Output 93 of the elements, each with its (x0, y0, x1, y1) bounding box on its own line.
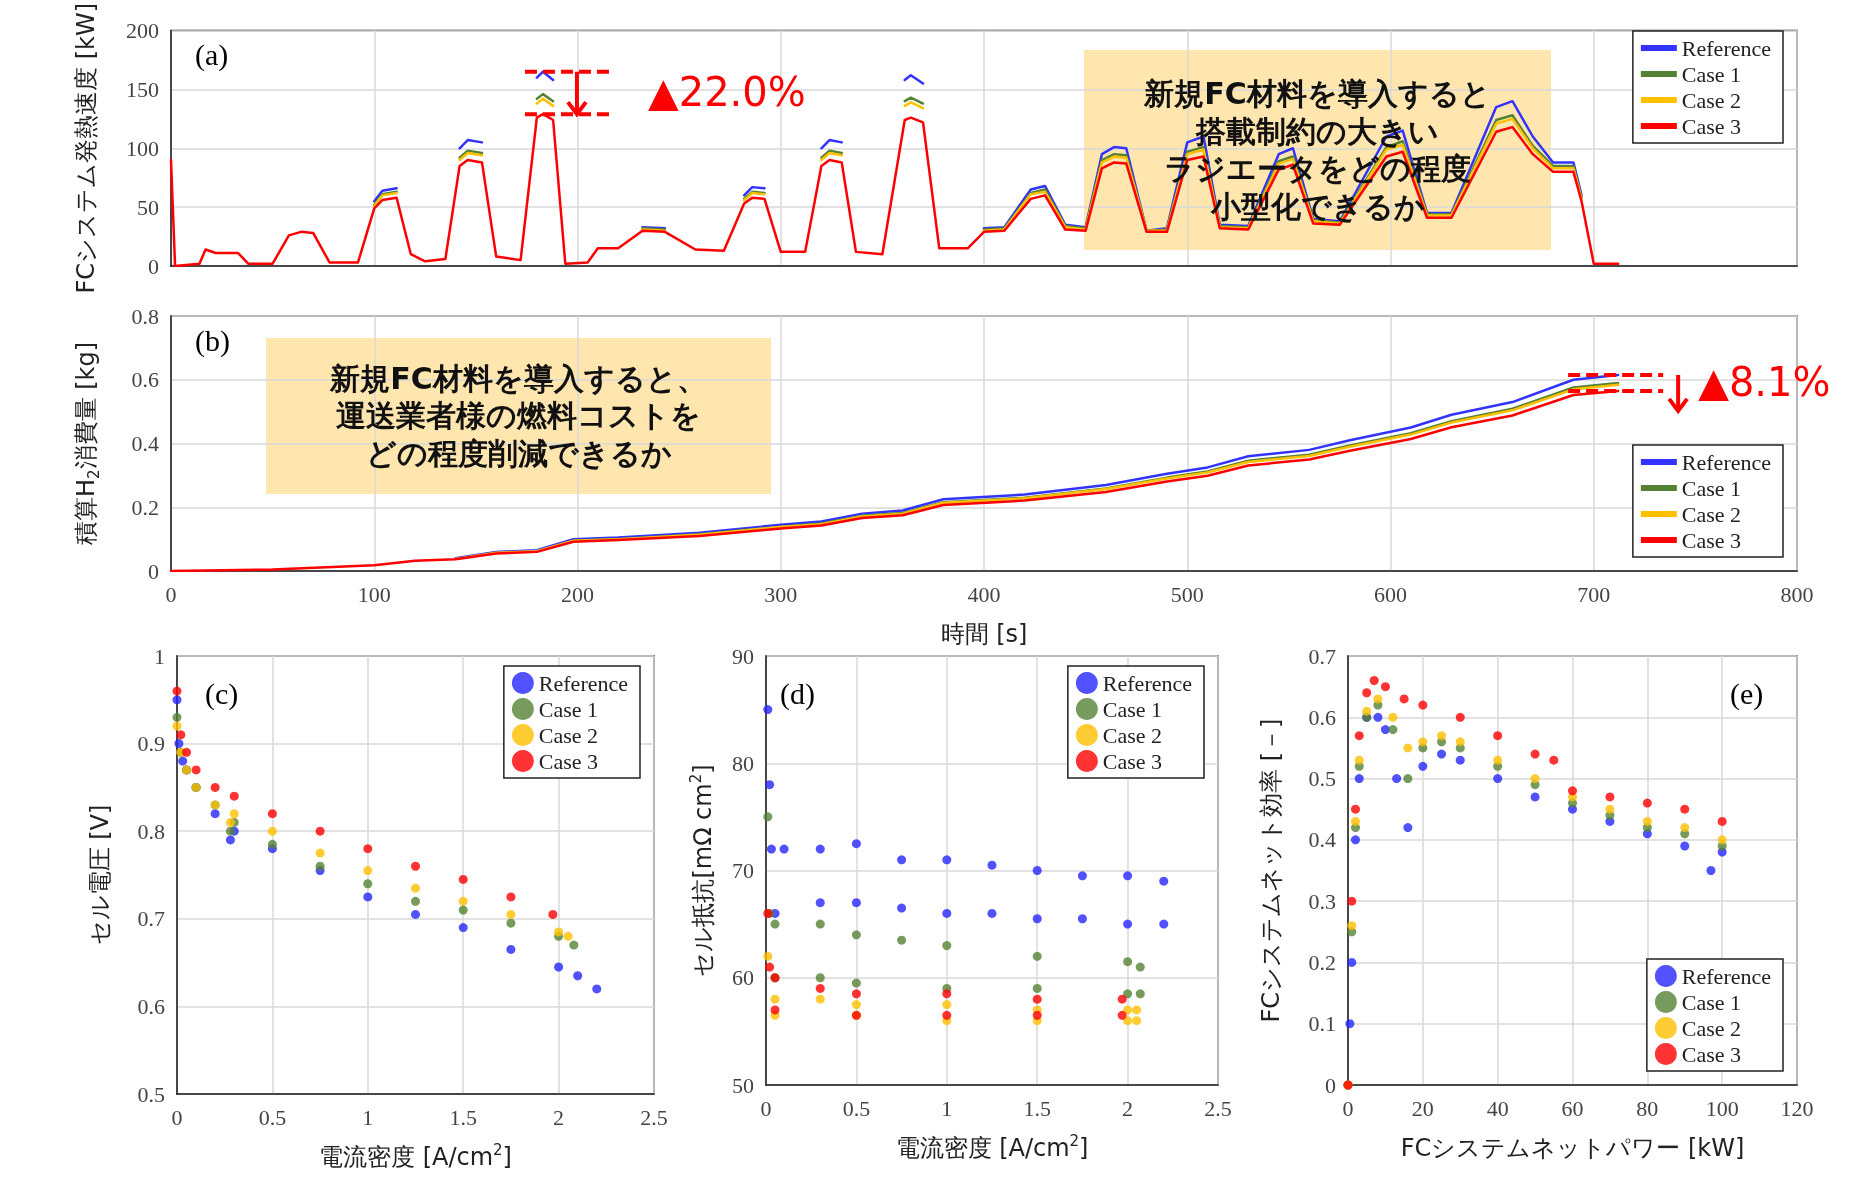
y-tick-label: 0.7 (137, 906, 165, 932)
legend-label: Case 1 (1681, 989, 1742, 1015)
legend-label: Reference (1681, 449, 1772, 475)
x-tick-label: 2 (1122, 1095, 1134, 1121)
x-tick-label: 60 (1561, 1095, 1584, 1121)
x-tick-label: 700 (1577, 581, 1611, 607)
x-axis-title: FCシステムネットパワー [kW] (1400, 1134, 1745, 1162)
annotation: 新規FC材料を導入すると、 (330, 359, 707, 398)
annotation: (a) (195, 37, 229, 73)
annotation: (d) (780, 676, 815, 712)
y-tick-label: 0.6 (137, 993, 165, 1019)
y-tick-label: 0.6 (1308, 704, 1336, 730)
x-tick-label: 80 (1636, 1095, 1659, 1121)
y-axis-title: セル抵抗[mΩ cm2] (686, 764, 717, 977)
y-tick-label: 0.3 (1308, 888, 1336, 914)
legend-label: Case 2 (1681, 87, 1742, 113)
legend-label: Case 3 (538, 748, 599, 774)
y-axis-title: セル電圧 [V] (86, 804, 114, 946)
x-tick-label: 1 (362, 1104, 374, 1130)
x-tick-label: 0 (760, 1095, 772, 1121)
x-tick-label: 0 (171, 1104, 183, 1130)
y-tick-label: 50 (137, 194, 159, 220)
y-axis-title: FCシステムネット効率 [－] (1257, 718, 1285, 1023)
legend-label: Case 3 (1681, 527, 1742, 553)
y-tick-label: 0.5 (1308, 766, 1336, 792)
y-tick-label: 1 (154, 643, 165, 669)
annotation: ▲8.1% (1698, 357, 1831, 407)
x-tick-label: 200 (561, 581, 594, 607)
x-tick-label: 600 (1374, 581, 1407, 607)
x-tick-label: 0 (1342, 1095, 1354, 1121)
legend-label: Case 3 (1681, 1041, 1742, 1067)
y-tick-label: 0.2 (1308, 949, 1336, 975)
x-tick-label: 0.5 (258, 1104, 287, 1130)
y-axis-title: 積算H2消費量 [kg] (72, 341, 103, 546)
annotation: (e) (1730, 676, 1764, 712)
legend-label: Case 2 (1681, 1015, 1742, 1041)
y-axis-title: FCシステム発熱速度 [kW] (72, 3, 100, 294)
x-tick-label: 2.5 (640, 1104, 668, 1130)
x-tick-label: 100 (357, 581, 391, 607)
y-tick-label: 0 (1325, 1072, 1336, 1098)
annotation: ▲22.0% (647, 67, 806, 117)
legend-label: Case 1 (538, 696, 599, 722)
legend-label: Case 2 (1102, 722, 1163, 748)
y-tick-label: 50 (732, 1072, 754, 1098)
x-axis-title: 時間 [s] (940, 620, 1028, 648)
legend-label: Case 2 (1681, 501, 1742, 527)
y-tick-label: 0.6 (131, 367, 159, 393)
y-tick-label: 0 (148, 253, 159, 279)
x-tick-label: 500 (1170, 581, 1204, 607)
legend-label: Reference (1102, 670, 1193, 696)
x-tick-label: 1.5 (1023, 1095, 1051, 1121)
x-tick-label: 120 (1780, 1095, 1814, 1121)
y-tick-label: 0.8 (131, 303, 159, 329)
y-tick-label: 0 (148, 558, 159, 584)
annotation: 新規FC材料を導入すると (1144, 75, 1491, 113)
y-tick-label: 150 (126, 76, 159, 102)
legend-label: Case 3 (1102, 748, 1163, 774)
y-tick-label: 80 (732, 750, 754, 776)
y-tick-label: 100 (126, 135, 159, 161)
x-tick-label: 0.5 (842, 1095, 871, 1121)
annotation: (c) (205, 676, 239, 712)
legend-label: Case 1 (1681, 61, 1742, 87)
x-tick-label: 20 (1411, 1095, 1434, 1121)
annotation: どの程度削減できるか (365, 434, 672, 473)
y-tick-label: 0.2 (131, 494, 159, 520)
legend-label: Case 2 (538, 722, 599, 748)
y-tick-label: 0.8 (137, 818, 165, 844)
x-tick-label: 1.5 (449, 1104, 477, 1130)
annotation: 運送業者様の燃料コストを (336, 397, 701, 435)
x-tick-label: 100 (1705, 1095, 1739, 1121)
y-tick-label: 0.7 (1308, 643, 1336, 669)
y-tick-label: 200 (126, 18, 159, 44)
y-tick-label: 60 (732, 965, 754, 991)
x-tick-label: 300 (764, 581, 798, 607)
legend-label: Case 3 (1681, 113, 1742, 139)
legend-label: Reference (1681, 963, 1772, 989)
annotation: (b) (195, 323, 230, 359)
y-tick-label: 0.4 (1308, 827, 1336, 853)
y-tick-label: 90 (732, 643, 754, 669)
y-tick-label: 0.9 (137, 731, 165, 757)
x-tick-label: 1 (941, 1095, 953, 1121)
x-tick-label: 40 (1486, 1095, 1509, 1121)
legend-label: Reference (538, 670, 629, 696)
legend-label: Case 1 (1681, 475, 1742, 501)
y-tick-label: 0.4 (131, 431, 159, 456)
x-tick-label: 2.5 (1204, 1095, 1232, 1121)
legend-label: Reference (1681, 35, 1772, 61)
legend-label: Case 1 (1102, 696, 1163, 722)
x-tick-label: 2 (553, 1104, 565, 1130)
x-tick-label: 400 (967, 581, 1001, 607)
y-tick-label: 70 (732, 858, 754, 883)
y-tick-label: 0.1 (1308, 1011, 1336, 1037)
x-tick-label: 800 (1780, 581, 1814, 607)
